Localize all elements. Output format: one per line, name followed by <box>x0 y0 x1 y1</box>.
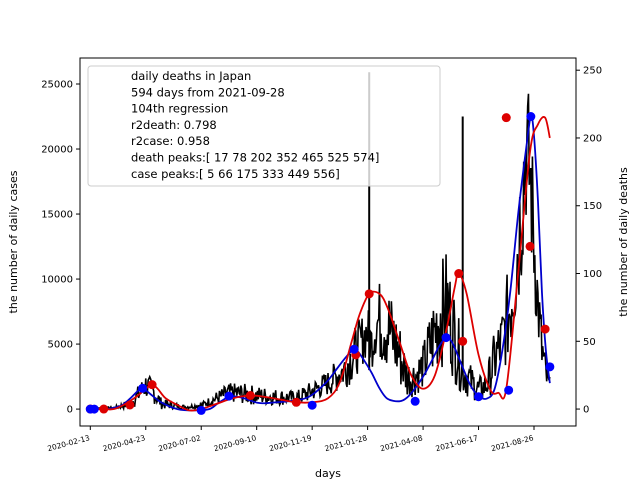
y-left-tick-label: 15000 <box>41 210 73 221</box>
death-peak-marker <box>458 336 468 346</box>
y-right-tick-label: 100 <box>583 269 602 280</box>
death-peak-marker <box>99 404 109 414</box>
death-peak-marker <box>291 397 301 407</box>
y-left-axis-title: the number of daily cases <box>7 170 20 313</box>
death-peak-marker <box>525 241 535 251</box>
annotation-frame <box>87 65 441 187</box>
x-axis-title: days <box>315 467 341 480</box>
case-peak-marker <box>410 396 420 406</box>
annotation-line: daily deaths in Japan <box>131 69 251 83</box>
case-peak-marker <box>474 392 484 402</box>
annotation-line: r2case: 0.958 <box>131 134 210 148</box>
case-peak-marker <box>85 404 95 414</box>
y-left-tick-label: 25000 <box>41 80 73 91</box>
case-peak-marker <box>138 383 148 393</box>
x-tick-label: 2021-04-08 <box>379 433 424 453</box>
annotation-line: 104th regression <box>131 102 228 116</box>
x-tick-label: 2021-08-26 <box>490 433 535 453</box>
x-tick-label: 2021-06-17 <box>435 433 480 453</box>
y-left-tick-label: 0 <box>67 405 73 416</box>
death-peak-marker <box>540 324 550 334</box>
case-peak-marker <box>526 112 536 122</box>
death-peak-marker <box>147 380 157 390</box>
annotation-line: case peaks:[ 5 66 175 333 449 556] <box>131 167 340 181</box>
annotation-line: death peaks:[ 17 78 202 352 465 525 574] <box>131 151 379 165</box>
x-tick-label: 2020-09-10 <box>213 433 258 453</box>
annotation-line: r2death: 0.798 <box>131 118 217 132</box>
x-tick-label: 2020-02-13 <box>46 433 91 453</box>
case-peak-marker <box>196 405 206 415</box>
death-peak-marker <box>454 269 464 279</box>
y-right-axis-title: the number of daily deaths <box>617 167 630 317</box>
y-left-tick-label: 10000 <box>41 275 73 286</box>
x-tick-label: 2021-01-28 <box>324 433 369 453</box>
y-right-tick-label: 0 <box>583 405 589 416</box>
y-left-tick-label: 20000 <box>41 145 73 156</box>
y-right-tick-label: 50 <box>583 337 596 348</box>
case-peak-marker <box>307 400 317 410</box>
y-right-tick-label: 250 <box>583 66 602 77</box>
y-left-tick-label: 5000 <box>48 340 73 351</box>
death-peak-marker <box>125 400 135 410</box>
raw-daily-line <box>90 93 551 412</box>
case-peak-marker <box>545 362 555 372</box>
plot-frame <box>79 57 577 427</box>
death-peak-marker <box>501 113 511 123</box>
case-peak-marker <box>441 333 451 343</box>
x-tick-label: 2020-04-23 <box>102 433 147 453</box>
y-right-tick-label: 150 <box>583 201 602 212</box>
case-peak-marker <box>349 344 359 354</box>
peak-markers-layer <box>85 112 555 415</box>
death-peak-marker <box>364 289 374 299</box>
annotation-box: daily deaths in Japan 594 days from 2021-… <box>87 65 441 187</box>
case-peak-marker <box>224 391 234 401</box>
death-peak-marker <box>245 391 255 401</box>
x-tick-label: 2020-11-19 <box>268 433 313 453</box>
x-tick-label: 2020-07-02 <box>157 433 202 453</box>
annotation-line: 594 days from 2021-09-28 <box>131 85 285 99</box>
y-right-tick-label: 200 <box>583 133 602 144</box>
case-peak-marker <box>504 385 514 395</box>
